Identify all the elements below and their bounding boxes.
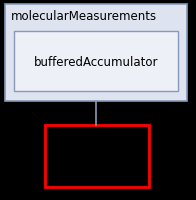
Text: molecularMeasurements: molecularMeasurements — [11, 10, 157, 23]
Bar — [5, 5, 187, 101]
Text: bufferedAccumulator: bufferedAccumulator — [34, 55, 158, 68]
Bar — [14, 32, 178, 92]
Bar — [45, 125, 149, 187]
